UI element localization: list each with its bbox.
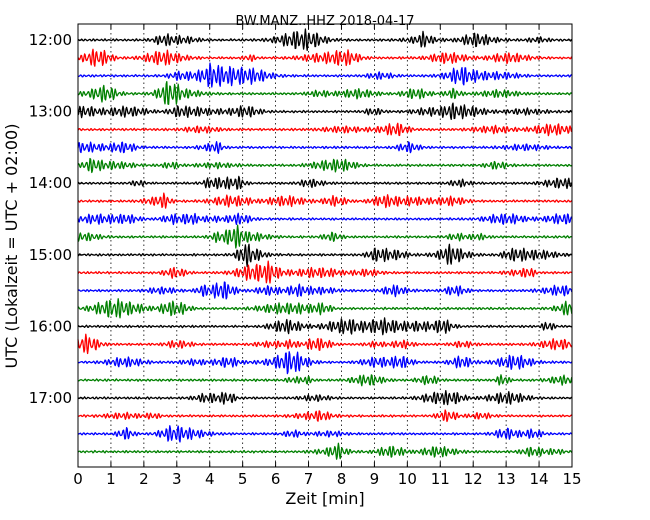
x-tick-label: 6 [271,470,281,488]
seismogram-trace [77,141,573,154]
vertical-grid [110,24,540,467]
seismogram-trace [77,28,573,52]
seismogram-trace [77,351,573,375]
seismogram-traces [77,28,573,460]
x-tick-label: 10 [398,470,417,488]
x-axis-ticks: 0 1 2 3 4 5 6 7 8 9 10 11 12 13 14 15 [73,24,582,488]
seismogram-trace [77,333,573,355]
seismogram-trace [77,260,573,284]
seismogram-trace [77,212,572,226]
x-tick-label: 7 [304,470,314,488]
x-tick-label: 5 [238,470,248,488]
y-tick-label: 16:00 [29,317,72,335]
y-tick-label: 13:00 [29,103,72,121]
plot-frame [77,23,573,468]
x-tick-label: 12 [464,470,483,488]
x-tick-label: 15 [562,470,581,488]
seismogram-trace [77,317,573,336]
seismogram-trace [77,122,573,137]
x-tick-label: 2 [139,470,149,488]
x-tick-label: 3 [172,470,182,488]
seismogram-trace [77,298,573,319]
x-tick-label: 11 [431,470,450,488]
x-tick-label: 13 [497,470,516,488]
x-tick-label: 0 [73,470,83,488]
y-tick-label: 14:00 [29,174,72,192]
seismogram-trace [77,281,573,300]
seismogram-trace [77,48,573,67]
seismogram-trace [77,409,573,423]
seismogram-trace [77,390,573,406]
seismogram-trace [77,374,573,387]
x-tick-label: 1 [106,470,116,488]
x-tick-label: 14 [530,470,549,488]
x-tick-label: 8 [337,470,347,488]
seismogram-trace [77,243,573,268]
seismogram-trace [77,192,573,209]
y-tick-label: 17:00 [29,389,72,407]
y-axis-label: UTC (Lokalzeit = UTC + 02:00) [2,124,21,369]
seismogram-trace [77,442,573,460]
seismogram-trace [77,175,573,190]
x-tick-label: 4 [205,470,215,488]
x-axis-label: Zeit [min] [285,489,364,508]
y-axis-ticks: 12:00 13:00 14:00 15:00 16:00 17:00 [29,31,572,407]
x-tick-label: 9 [370,470,380,488]
y-tick-label: 12:00 [29,31,72,49]
seismogram-trace [77,62,573,88]
seismogram-trace [77,80,573,105]
chart-title: BW.MANZ..HHZ 2018-04-17 [235,14,414,29]
seismogram-trace [77,425,573,443]
seismogram-trace [77,224,572,249]
seismogram-trace [77,102,573,121]
seismogram-trace [77,157,573,174]
y-tick-label: 15:00 [29,246,72,264]
